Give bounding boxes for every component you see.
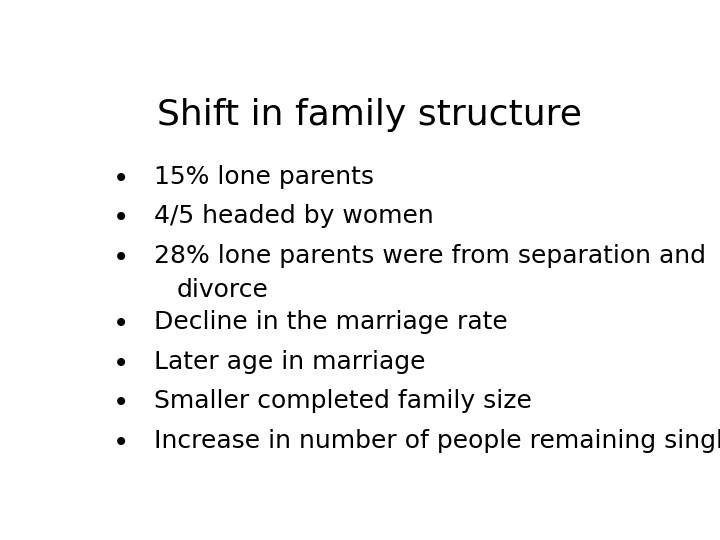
Text: 4/5 headed by women: 4/5 headed by women: [154, 204, 434, 228]
Text: 15% lone parents: 15% lone parents: [154, 165, 374, 188]
Text: •: •: [112, 310, 129, 338]
Text: •: •: [112, 429, 129, 457]
Text: •: •: [112, 389, 129, 417]
Text: •: •: [112, 244, 129, 272]
Text: Shift in family structure: Shift in family structure: [156, 98, 582, 132]
Text: •: •: [112, 204, 129, 232]
Text: Later age in marriage: Later age in marriage: [154, 349, 426, 374]
Text: divorce: divorce: [176, 278, 269, 302]
Text: •: •: [112, 165, 129, 193]
Text: 28% lone parents were from separation and: 28% lone parents were from separation an…: [154, 244, 706, 268]
Text: Decline in the marriage rate: Decline in the marriage rate: [154, 310, 508, 334]
Text: Increase in number of people remaining single: Increase in number of people remaining s…: [154, 429, 720, 453]
Text: •: •: [112, 349, 129, 377]
Text: Smaller completed family size: Smaller completed family size: [154, 389, 532, 413]
